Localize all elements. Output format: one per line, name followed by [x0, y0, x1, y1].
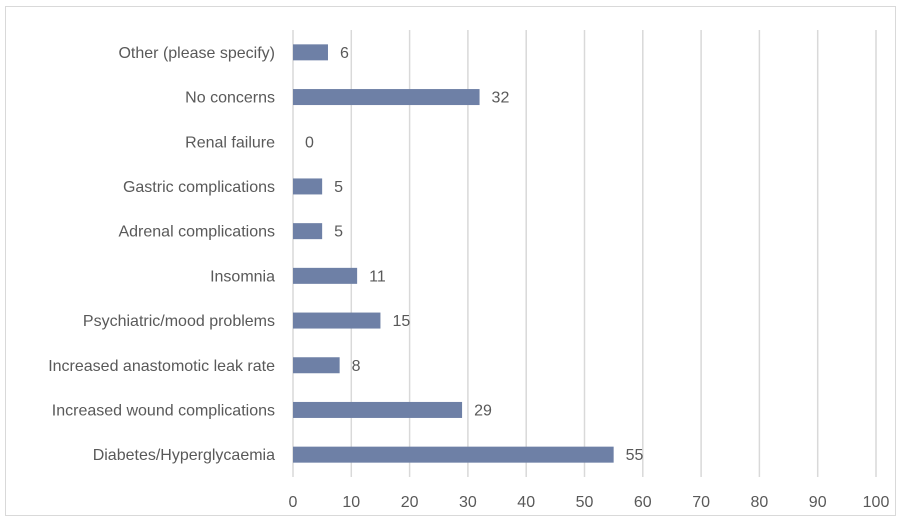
- category-label-8: No concerns: [185, 90, 275, 107]
- x-tick-labels: 0 10 20 30 40 50 60 70 80 90 100: [289, 494, 890, 511]
- category-labels: Diabetes/Hyperglycaemia Increased wound c…: [48, 45, 275, 464]
- x-tick-label-0: 0: [289, 494, 298, 511]
- bar-4: [293, 267, 358, 284]
- x-tick-label-80: 80: [751, 494, 769, 511]
- x-tick-label-40: 40: [517, 494, 535, 511]
- bars: [293, 44, 614, 463]
- bar-0: [293, 446, 614, 463]
- data-label-2: 8: [352, 358, 361, 375]
- data-label-3: 15: [392, 313, 410, 330]
- x-tick-label-10: 10: [342, 494, 360, 511]
- bar-6: [293, 178, 323, 195]
- bar-3: [293, 312, 381, 329]
- bar-5: [293, 223, 323, 240]
- x-tick-label-90: 90: [809, 494, 827, 511]
- x-tick-label-30: 30: [459, 494, 477, 511]
- category-label-0: Diabetes/Hyperglycaemia: [93, 447, 275, 464]
- category-label-3: Psychiatric/mood problems: [83, 313, 275, 330]
- x-tick-label-50: 50: [576, 494, 594, 511]
- data-label-4: 11: [369, 268, 386, 285]
- data-label-6: 5: [334, 179, 343, 196]
- bar-9: [293, 44, 328, 61]
- data-label-9: 6: [340, 45, 349, 62]
- category-label-7: Renal failure: [185, 134, 275, 151]
- category-label-5: Adrenal complications: [118, 224, 275, 241]
- bar-8: [293, 89, 480, 106]
- category-label-9: Other (please specify): [118, 45, 275, 62]
- data-label-0: 55: [626, 447, 644, 464]
- x-tick-label-60: 60: [634, 494, 652, 511]
- data-label-8: 32: [492, 90, 510, 107]
- bar-2: [293, 357, 340, 374]
- data-label-1: 29: [474, 402, 492, 419]
- data-label-7: 0: [305, 134, 314, 151]
- category-label-6: Gastric complications: [123, 179, 275, 196]
- category-label-4: Insomnia: [210, 268, 275, 285]
- category-label-1: Increased wound complications: [52, 402, 275, 419]
- x-tick-label-20: 20: [401, 494, 419, 511]
- x-tick-label-70: 70: [692, 494, 710, 511]
- bar-1: [293, 401, 463, 418]
- category-label-2: Increased anastomotic leak rate: [48, 358, 275, 375]
- x-tick-label-100: 100: [863, 494, 890, 511]
- data-label-5: 5: [334, 224, 343, 241]
